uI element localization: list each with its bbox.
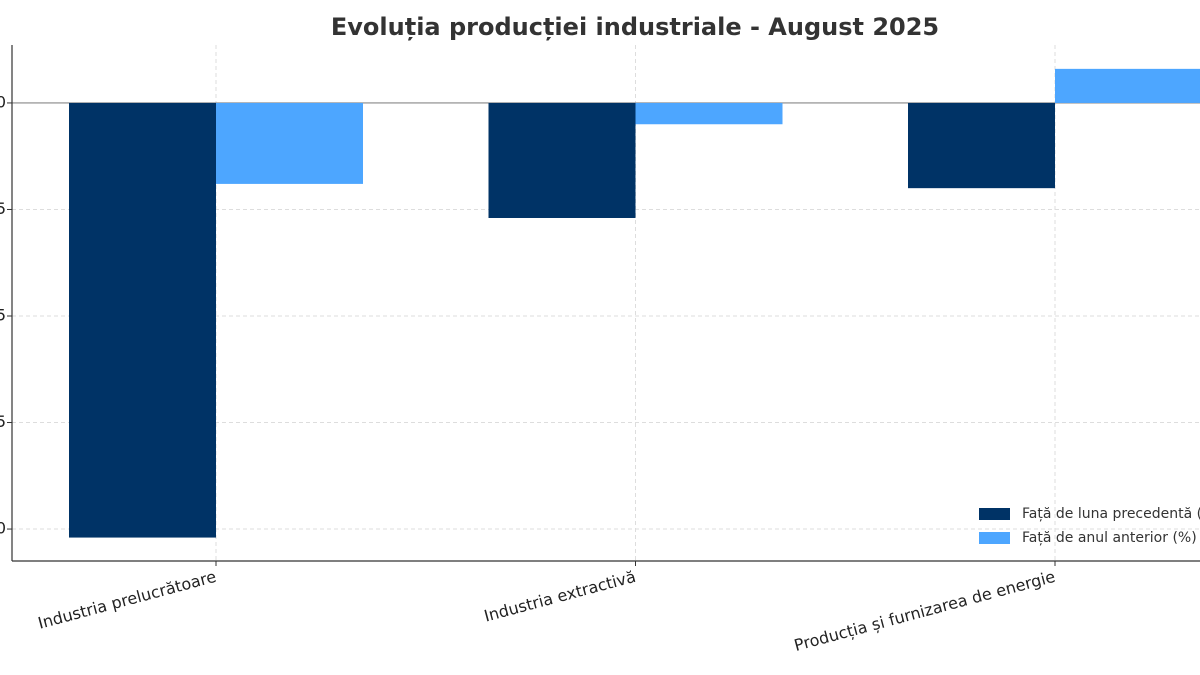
bar	[1055, 68, 1200, 103]
bar	[488, 102, 636, 218]
bar	[908, 102, 1055, 189]
legend-label: Față de anul anterior (%)	[1022, 530, 1197, 546]
x-tick-label: Industria extractivă	[482, 567, 638, 626]
bar	[69, 102, 216, 538]
chart-title: Evoluția producției industriale - August…	[331, 13, 939, 41]
legend-swatch	[979, 532, 1010, 544]
y-tick-label: 0	[0, 92, 6, 111]
y-tick-label: -5	[0, 305, 6, 324]
bar	[216, 102, 363, 184]
x-tick-label: Producția și furnizarea de energie	[792, 567, 1057, 655]
y-tick-label: -7.5	[0, 412, 6, 431]
legend-label: Față de luna precedentă (%)	[1022, 506, 1200, 522]
legend-swatch	[979, 508, 1010, 520]
y-tick-label: -10	[0, 519, 6, 538]
y-tick-label: -2.5	[0, 199, 6, 218]
bar	[635, 102, 783, 125]
x-tick-label: Industria prelucrătoare	[36, 567, 218, 633]
